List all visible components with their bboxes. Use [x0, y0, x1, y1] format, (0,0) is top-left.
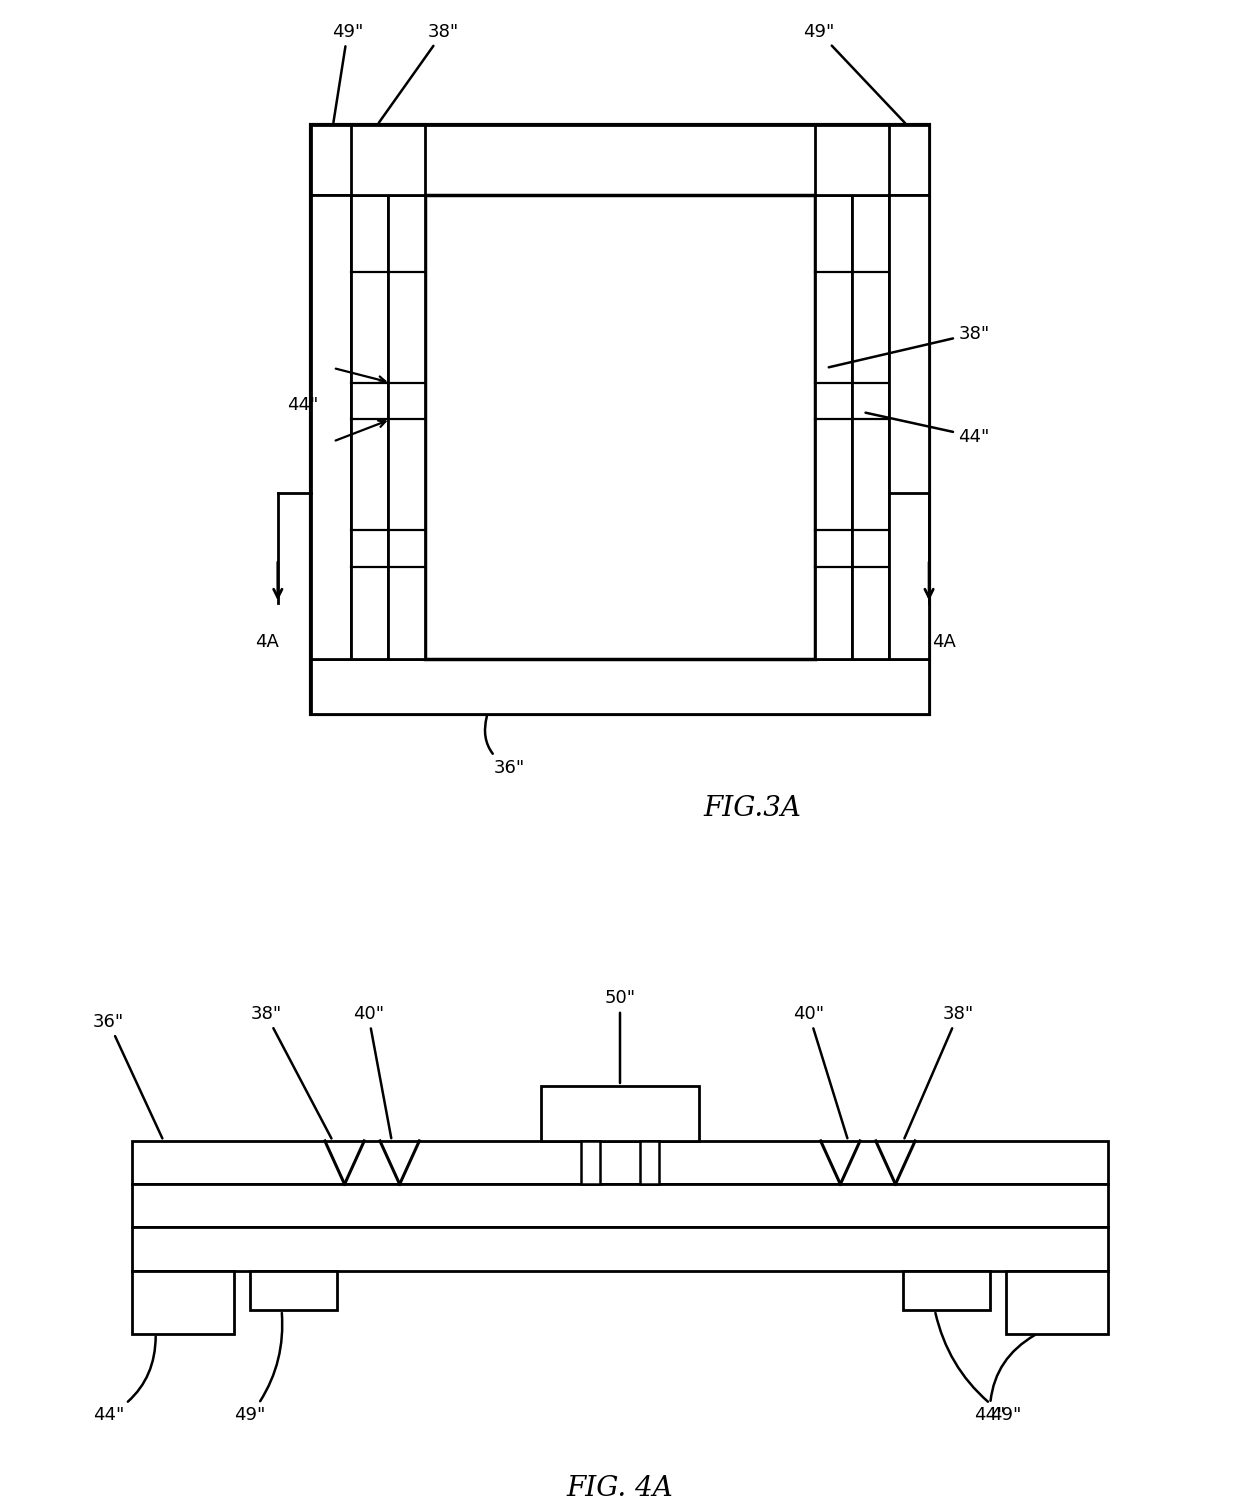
- Bar: [311, 124, 929, 714]
- Bar: [250, 1271, 337, 1310]
- Bar: [351, 195, 388, 658]
- Text: 38": 38": [250, 1004, 331, 1138]
- Bar: [1006, 1271, 1107, 1334]
- Text: 49": 49": [935, 1313, 1022, 1424]
- Text: 49": 49": [804, 22, 905, 123]
- Text: 4A: 4A: [931, 633, 956, 651]
- Text: 44": 44": [975, 1336, 1034, 1424]
- Bar: [640, 1141, 660, 1184]
- Text: 50": 50": [604, 989, 636, 1084]
- Text: FIG. 4A: FIG. 4A: [567, 1475, 673, 1499]
- Bar: [311, 195, 351, 658]
- Text: 40": 40": [794, 1004, 847, 1138]
- Text: 36": 36": [93, 1013, 162, 1138]
- Text: 38": 38": [904, 1004, 975, 1138]
- Text: 40": 40": [352, 1004, 392, 1138]
- Bar: [542, 1085, 698, 1141]
- Bar: [388, 195, 425, 658]
- Bar: [133, 1141, 1107, 1184]
- Bar: [889, 195, 929, 658]
- Text: 44": 44": [866, 412, 990, 445]
- Text: 38": 38": [378, 22, 459, 123]
- Text: 49": 49": [234, 1313, 283, 1424]
- Bar: [580, 1141, 600, 1184]
- Bar: [133, 1228, 1107, 1271]
- Text: 44": 44": [286, 396, 319, 414]
- Text: 4A: 4A: [255, 633, 279, 651]
- Bar: [852, 195, 889, 658]
- Bar: [311, 658, 929, 714]
- Text: 44": 44": [93, 1337, 156, 1424]
- Bar: [311, 124, 929, 195]
- Bar: [815, 124, 889, 195]
- Text: 49": 49": [332, 22, 363, 123]
- Bar: [903, 1271, 990, 1310]
- Bar: [133, 1271, 234, 1334]
- Bar: [133, 1184, 1107, 1228]
- Bar: [351, 124, 425, 195]
- Bar: [815, 195, 852, 658]
- Bar: [425, 195, 815, 658]
- Text: 36": 36": [485, 717, 526, 776]
- Text: 38": 38": [828, 324, 990, 367]
- Text: FIG.3A: FIG.3A: [703, 794, 801, 821]
